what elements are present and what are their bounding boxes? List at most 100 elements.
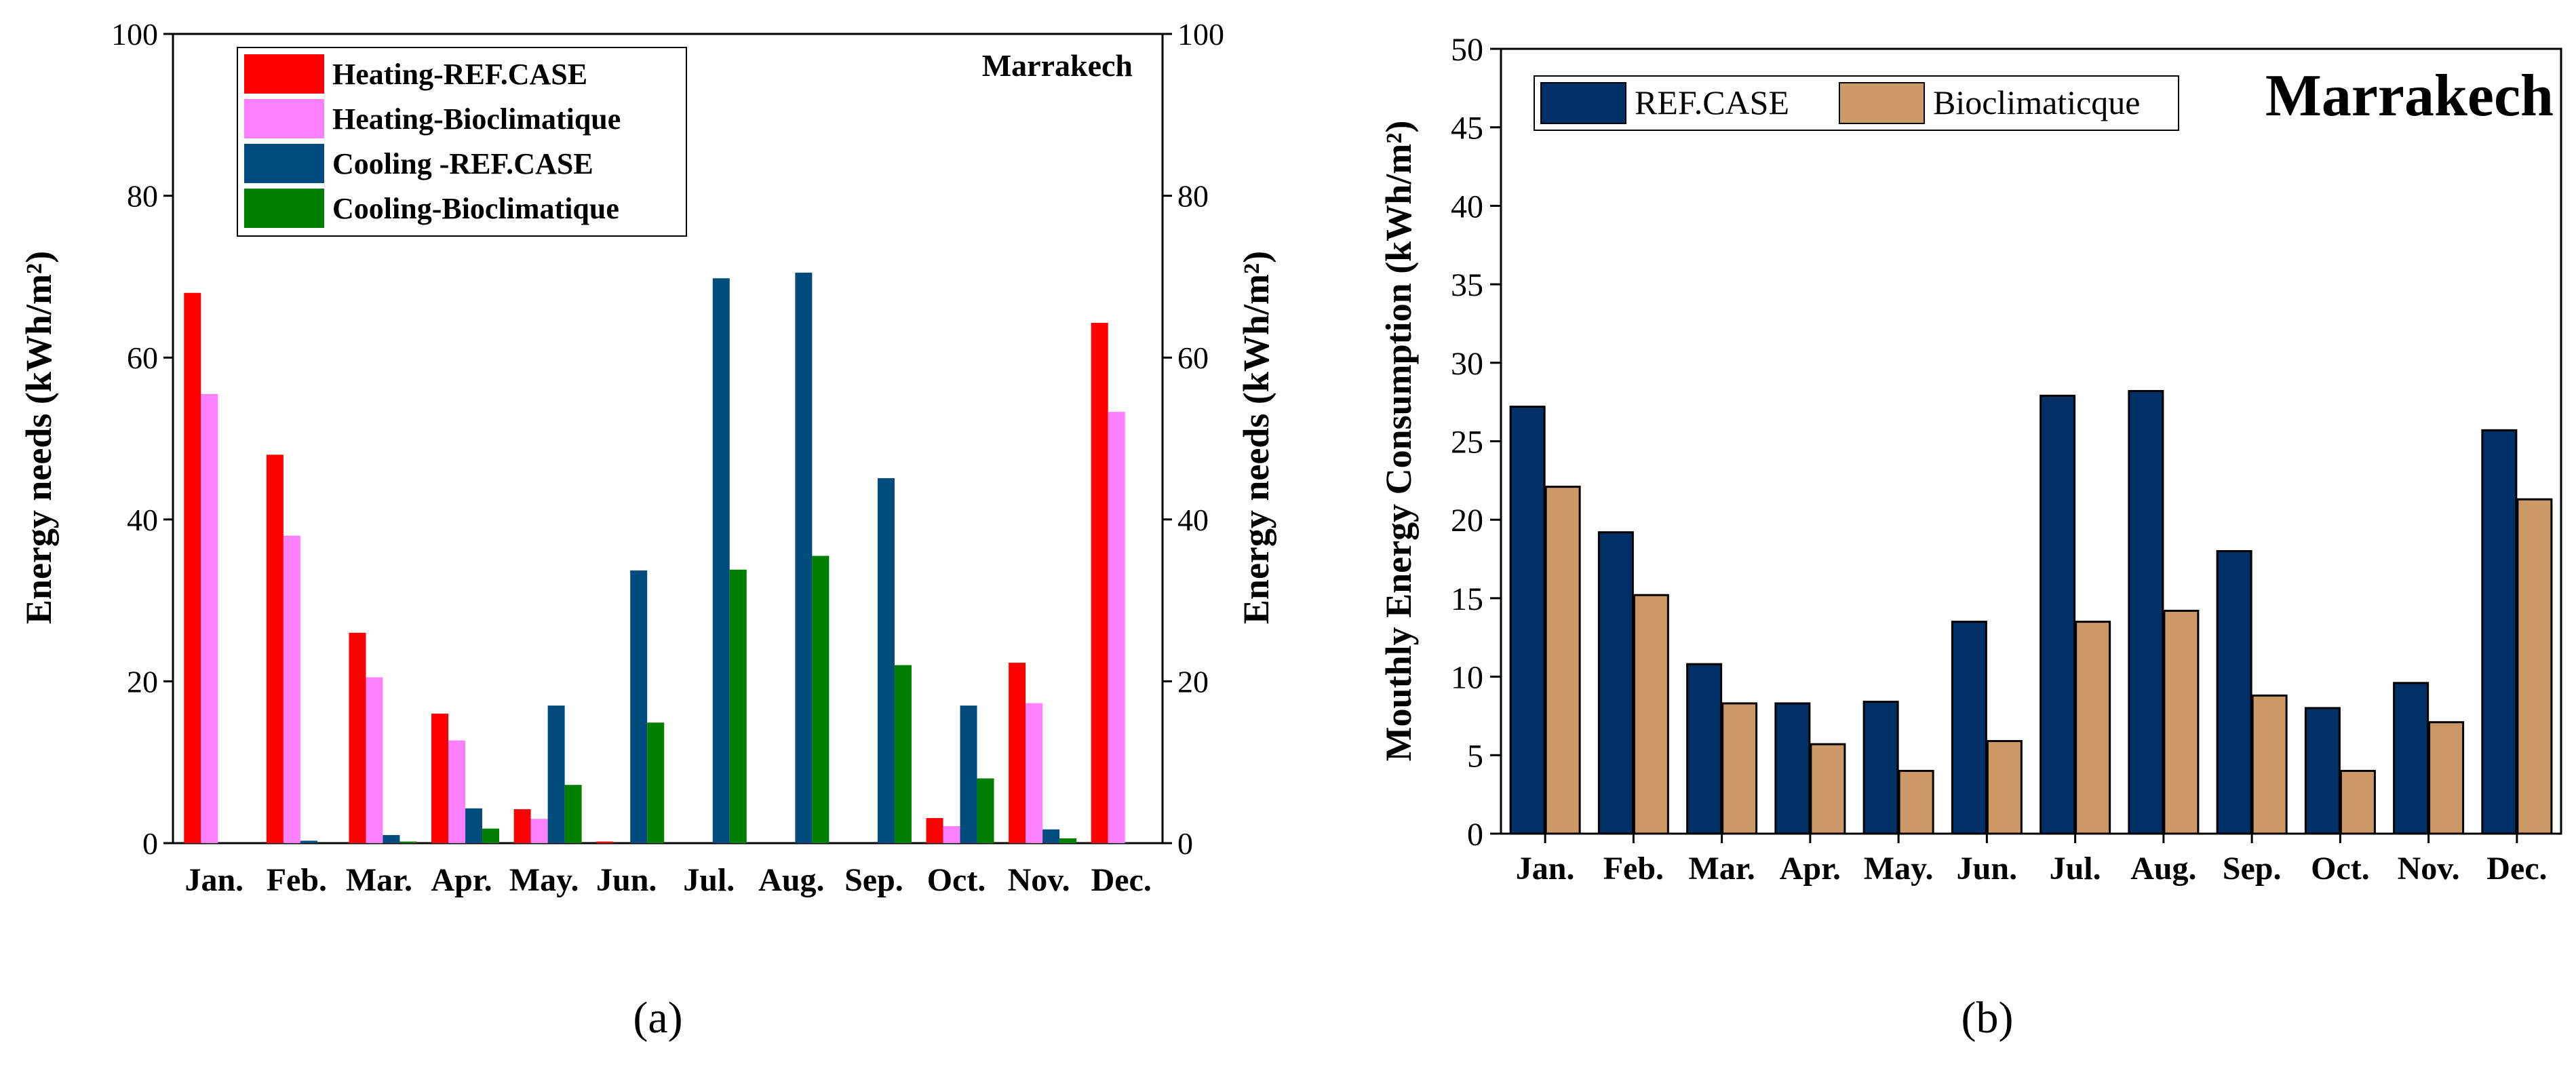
chart-a-bar: [729, 569, 747, 843]
chart-a-right-tick-label: 20: [1177, 664, 1209, 699]
chart-a-x-tick-label: Jun.: [596, 862, 657, 898]
chart-a-left-tick-label: 80: [127, 179, 158, 214]
chart-b-bar: [2516, 498, 2553, 835]
chart-a-legend-label: Cooling-Bioclimatique: [332, 192, 619, 225]
chart-b-y-tick-label: 35: [1451, 267, 1483, 303]
chart-a-bar: [530, 819, 548, 843]
chart-b-bar: [2481, 429, 2518, 835]
chart-a-bar: [184, 292, 201, 843]
panel-label-b: (b): [1962, 993, 2014, 1043]
chart-a-left-tick-label: 40: [127, 503, 158, 537]
chart-a-x-tick-label: Jan.: [184, 862, 243, 898]
chart-a-x-tick-label: Sep.: [844, 862, 903, 898]
chart-a-bar: [894, 665, 912, 843]
chart-a: 0 0 20 20 40 40 60 60 80 80 100 100 Jan. Feb. Mar. Apr.…: [111, 17, 1224, 1043]
chart-a-y-axis-title: Energy needs (kWh/m²): [18, 251, 59, 624]
chart-b-y-tick-label: 5: [1467, 738, 1483, 774]
chart-a-bar: [795, 272, 813, 843]
chart-b-legend-swatch: [1839, 82, 1925, 124]
chart-b-y-tick-label: 20: [1451, 503, 1483, 539]
chart-a-x-tick-label: Oct.: [927, 862, 986, 898]
chart-a-bar: [926, 818, 943, 843]
chart-b-legend-label: Bioclimaticque: [1933, 83, 2140, 121]
chart-b-x-tick-label: Apr.: [1780, 851, 1841, 887]
chart-a-bar: [1042, 829, 1060, 843]
chart-a-x-tick-label: Apr.: [431, 862, 492, 898]
chart-a-x-tick-label: Mar.: [346, 862, 412, 898]
chart-a-bar: [201, 393, 218, 843]
chart-a-bar: [1108, 412, 1125, 843]
chart-b-x-tick-label: Jan.: [1516, 851, 1575, 887]
chart-b-bar: [1544, 486, 1581, 835]
chart-a-y-axis-title-right: Energy needs (kWh/m²): [1236, 251, 1276, 624]
chart-b-x-tick-label: Jul.: [2050, 851, 2101, 887]
chart-b-x-tick-label: May.: [1864, 851, 1934, 887]
chart-b-bar: [1721, 702, 1758, 835]
chart-a-bar: [547, 705, 565, 843]
chart-b-bar: [1686, 663, 1723, 835]
chart-b-bar: [2040, 394, 2076, 835]
chart-b-bar: [1774, 702, 1811, 835]
chart-b-bar: [1810, 743, 1846, 835]
chart-a-bar: [564, 785, 582, 843]
chart-b-y-tick-label: 30: [1451, 346, 1483, 382]
chart-b-title: Marrakech: [2265, 63, 2554, 129]
chart-b-x-tick-label: Aug.: [2130, 851, 2196, 887]
chart-b-bar: [2304, 707, 2341, 835]
chart-a-right-tick-label: 40: [1177, 503, 1209, 537]
chart-b-x-tick-label: Sep.: [2223, 851, 2282, 887]
chart-b-bar: [2075, 621, 2111, 835]
chart-a-bar: [960, 705, 977, 843]
chart-b-y-axis-title: Mouthly Energy Consumption (kWh/m²): [1378, 121, 1419, 762]
chart-a-bar: [383, 835, 400, 843]
chart-a-bar: [812, 556, 830, 843]
chart-b-bar: [1898, 769, 1934, 835]
chart-a-legend-swatch: [244, 54, 324, 94]
chart-b: 0 5 10 15 20 25 30 35 40 45 50 Jan. Feb. Mar. Apr. May.…: [1451, 32, 2562, 1043]
chart-b-legend-swatch: [1540, 82, 1626, 124]
chart-a-x-tick-label: Feb.: [267, 862, 327, 898]
chart-a-left-tick-label: 60: [127, 341, 158, 375]
chart-a-legend-swatch: [244, 189, 324, 228]
chart-a-right-tick-label: 0: [1177, 826, 1193, 861]
chart-a-title: Marrakech: [982, 48, 1133, 83]
chart-a-legend-label: Heating-REF.CASE: [332, 58, 587, 91]
chart-b-bar: [2251, 694, 2288, 835]
chart-a-bar: [482, 828, 500, 843]
chart-a-bar: [877, 478, 895, 843]
chart-a-legend-swatch: [244, 144, 324, 183]
chart-a-bar: [399, 841, 417, 843]
chart-b-y-tick-label: 50: [1451, 32, 1483, 68]
chart-a-left-tick-label: 100: [111, 17, 158, 52]
chart-b-bar: [1597, 531, 1634, 835]
chart-a-left-tick-label: 20: [127, 664, 158, 699]
chart-a-bar: [266, 454, 284, 843]
chart-a-right-tick-label: 80: [1177, 179, 1209, 214]
chart-b-bar: [2216, 549, 2252, 835]
chart-a-bar: [596, 841, 614, 843]
chart-b-y-tick-label: 10: [1451, 660, 1483, 696]
chart-a-x-tick-label: May.: [509, 862, 579, 898]
chart-b-y-tick-label: 40: [1451, 189, 1483, 225]
chart-a-bar: [712, 278, 730, 843]
chart-b-bar: [2128, 389, 2164, 835]
chart-a-bar: [513, 809, 531, 843]
chart-b-y-tick-label: 45: [1451, 111, 1483, 147]
chart-a-bar: [1059, 838, 1077, 843]
chart-a-bar: [1026, 703, 1043, 843]
chart-b-bar: [2339, 769, 2376, 835]
chart-a-bar: [349, 632, 366, 843]
chart-a-bar: [630, 570, 648, 843]
panel-label-a: (a): [633, 993, 682, 1043]
chart-b-bar: [2163, 609, 2200, 835]
chart-a-legend-label: Heating-Bioclimatique: [332, 102, 621, 136]
chart-a-bar: [943, 826, 960, 843]
chart-a-bar: [465, 808, 483, 843]
chart-b-y-tick-label: 0: [1467, 817, 1483, 853]
chart-b-y-tick-label: 25: [1451, 425, 1483, 461]
chart-a-bar: [977, 778, 994, 843]
chart-b-x-tick-label: Dec.: [2486, 851, 2547, 887]
chart-b-bar: [1951, 621, 1987, 835]
